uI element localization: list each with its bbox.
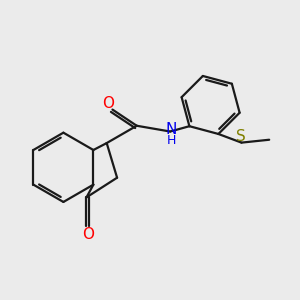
Text: O: O [102, 96, 114, 111]
Text: N: N [166, 122, 177, 137]
Text: H: H [167, 134, 176, 147]
Text: S: S [236, 129, 246, 144]
Text: O: O [82, 227, 94, 242]
